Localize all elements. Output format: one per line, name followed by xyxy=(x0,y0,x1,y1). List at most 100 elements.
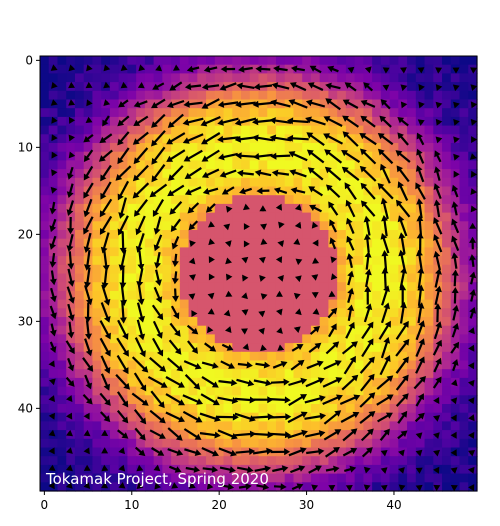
heatmap-cell xyxy=(310,404,321,414)
heatmap-cell xyxy=(389,325,399,335)
heatmap-cell xyxy=(284,230,295,240)
heatmap-cell xyxy=(284,308,295,318)
heatmap-cell xyxy=(197,369,207,379)
heatmap-cell xyxy=(468,438,478,449)
quiver-arrow xyxy=(453,170,460,178)
heatmap-cell xyxy=(424,230,434,240)
heatmap-cell xyxy=(241,212,251,222)
heatmap-cell xyxy=(398,404,408,414)
quiver-arrow xyxy=(260,238,268,245)
heatmap-cell xyxy=(188,386,198,396)
heatmap-cell xyxy=(389,299,399,309)
heatmap-cell xyxy=(372,256,382,266)
quiver-arrow xyxy=(305,99,326,108)
heatmap-cell xyxy=(92,447,102,457)
heatmap-cell xyxy=(74,377,85,388)
heatmap-cell xyxy=(372,108,382,118)
heatmap-cell xyxy=(101,473,111,483)
heatmap-cell xyxy=(284,82,295,92)
quiver-arrow xyxy=(435,136,443,144)
heatmap-cell xyxy=(293,456,303,466)
heatmap-cell xyxy=(319,177,330,188)
heatmap-cell xyxy=(40,108,50,118)
heatmap-cell xyxy=(442,395,452,405)
heatmap-cell xyxy=(92,143,102,153)
heatmap-cell xyxy=(109,273,120,283)
heatmap-cell xyxy=(442,247,452,257)
heatmap-cell xyxy=(109,230,120,240)
heatmap-cell xyxy=(57,82,67,92)
heatmap-cell xyxy=(83,456,94,466)
heatmap-cell xyxy=(232,343,242,353)
quiver-arrow xyxy=(99,392,111,406)
heatmap-cell xyxy=(127,456,137,466)
quiver-arrow xyxy=(397,430,408,440)
quiver-arrow xyxy=(132,182,150,199)
heatmap-cell xyxy=(241,195,251,205)
heatmap-cell xyxy=(337,247,347,257)
quiver-arrow xyxy=(241,292,248,300)
heatmap-cell xyxy=(407,412,417,422)
heatmap-cell xyxy=(214,464,225,475)
heatmap-cell xyxy=(415,334,426,344)
quiver-arrow xyxy=(364,66,372,74)
heatmap-cell xyxy=(459,456,469,466)
heatmap-cell xyxy=(267,203,277,214)
heatmap-cell xyxy=(302,177,312,188)
quiver-arrow xyxy=(379,428,390,441)
heatmap-cell xyxy=(450,247,461,257)
x-tick-label: 30 xyxy=(299,498,314,512)
heatmap-cell xyxy=(328,56,338,66)
quiver-arrow xyxy=(83,134,94,143)
heatmap-cell xyxy=(389,143,399,153)
quiver-arrow xyxy=(434,303,442,323)
quiver-arrow xyxy=(359,165,377,182)
heatmap-cell xyxy=(389,177,399,188)
quiver-arrow xyxy=(118,464,126,472)
quiver-arrow xyxy=(188,293,196,300)
quiver-arrow xyxy=(256,483,270,491)
heatmap-cell xyxy=(302,108,312,118)
heatmap-cell xyxy=(389,334,399,344)
heatmap-cell xyxy=(109,195,120,205)
quiver-arrow xyxy=(329,237,337,250)
heatmap-cell xyxy=(424,473,434,483)
heatmap-cell xyxy=(372,273,382,283)
heatmap-cell xyxy=(109,108,120,118)
heatmap-cell xyxy=(127,64,137,74)
heatmap-cell xyxy=(310,230,321,240)
heatmap-cell xyxy=(415,160,426,170)
heatmap-cell xyxy=(214,325,225,335)
heatmap-cell xyxy=(337,134,347,144)
heatmap-cell xyxy=(66,143,76,153)
heatmap-cell xyxy=(293,143,303,153)
heatmap-cell xyxy=(136,56,146,66)
heatmap-cell xyxy=(407,247,417,257)
heatmap-cell xyxy=(109,412,120,422)
heatmap-cell xyxy=(319,273,330,283)
heatmap-cell xyxy=(40,143,50,153)
heatmap-cell xyxy=(459,325,469,335)
heatmap-cell xyxy=(415,369,426,379)
heatmap-cell xyxy=(179,99,190,109)
heatmap-cell xyxy=(258,351,268,362)
heatmap-cell xyxy=(223,264,233,275)
heatmap-cell xyxy=(275,195,286,205)
quiver-arrow xyxy=(397,215,408,237)
heatmap-cell xyxy=(354,195,364,205)
quiver-arrow xyxy=(150,390,165,409)
heatmap-cell xyxy=(442,212,452,222)
heatmap-cell xyxy=(267,343,277,353)
heatmap-cell xyxy=(57,317,67,327)
heatmap-cell xyxy=(232,377,242,388)
heatmap-cell xyxy=(48,108,59,118)
heatmap-cell xyxy=(127,82,137,92)
heatmap-cell xyxy=(459,386,469,396)
annotation-text: Tokamak Project, Spring 2020 xyxy=(45,470,269,488)
heatmap-cell xyxy=(109,438,120,449)
heatmap-cell xyxy=(267,421,277,431)
heatmap-cell xyxy=(442,160,452,170)
heatmap-cell xyxy=(57,212,67,222)
quiver-arrow xyxy=(451,235,460,252)
heatmap-cell xyxy=(127,404,137,414)
